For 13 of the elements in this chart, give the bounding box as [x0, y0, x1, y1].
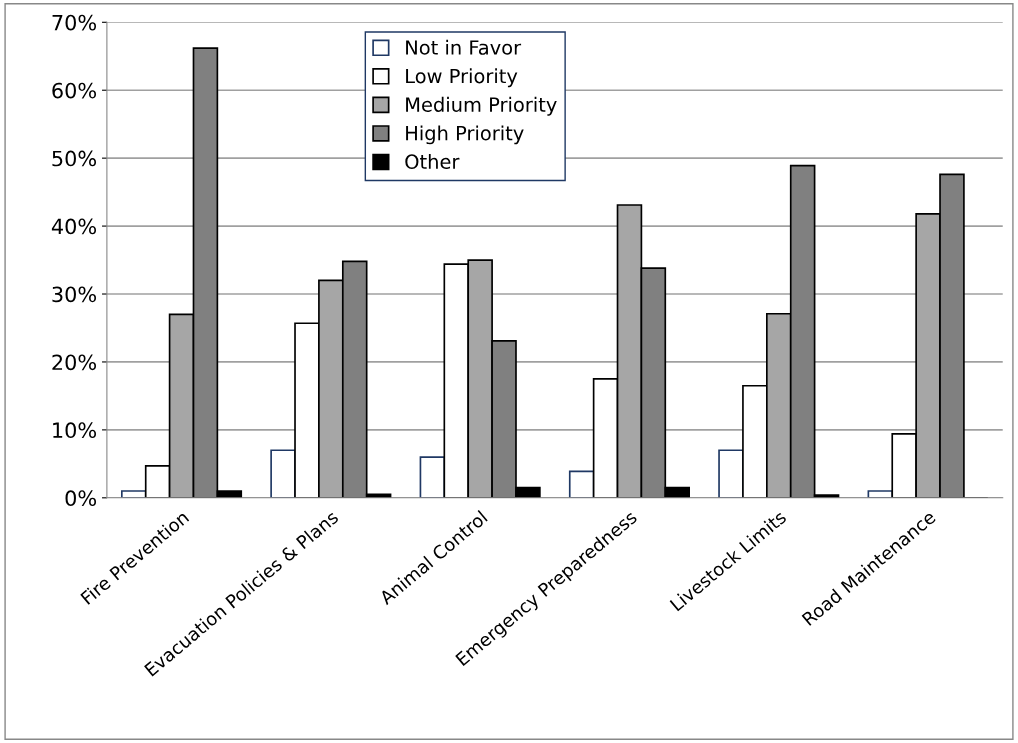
y-tick-label: 60% [52, 82, 97, 99]
y-tick-label: 50% [52, 150, 97, 167]
y-tick-label: 70% [52, 14, 97, 31]
y-tick-label: 40% [51, 218, 97, 235]
y-tick-label: 30% [52, 286, 97, 303]
y-tick-label: 10% [53, 422, 97, 439]
legend-label: Medium Priority [406, 96, 557, 116]
y-tick-label: 20% [52, 354, 97, 371]
legend-label: Other [405, 153, 460, 169]
y-tick-label: 0% [65, 490, 97, 507]
legend-label: Not in Favor [406, 39, 522, 55]
legend-label: Low Priority [406, 68, 518, 88]
legend-label: High Priority [406, 125, 524, 145]
